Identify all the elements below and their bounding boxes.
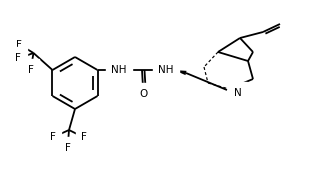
Polygon shape [174, 70, 187, 75]
Text: F: F [81, 132, 87, 142]
Text: NH: NH [111, 65, 127, 75]
Text: O: O [140, 89, 148, 99]
Text: NH: NH [158, 65, 174, 75]
Text: F: F [28, 65, 33, 75]
Text: F: F [15, 53, 20, 63]
Text: F: F [50, 132, 56, 142]
Text: F: F [65, 143, 71, 153]
Text: N: N [234, 88, 242, 98]
Text: F: F [16, 40, 21, 50]
